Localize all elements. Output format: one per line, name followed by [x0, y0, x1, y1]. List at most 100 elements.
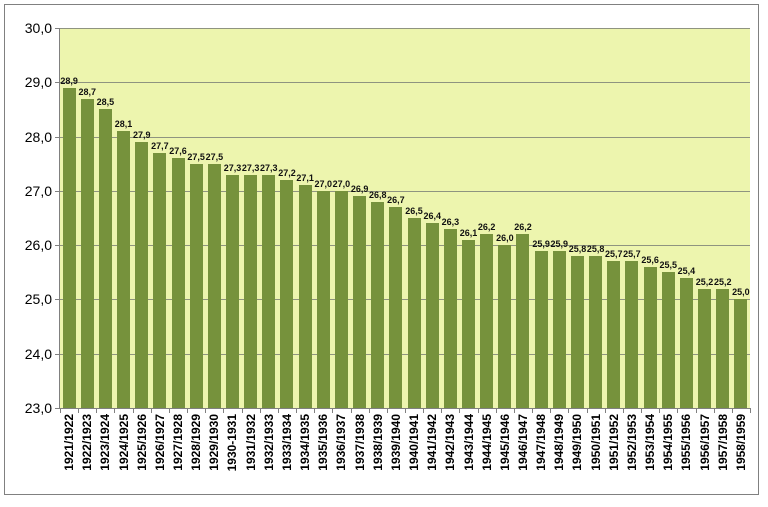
x-label-slot: 1956/1957 — [695, 414, 713, 494]
bar-slot: 26,1 — [459, 28, 477, 408]
bar-value-label: 28,9 — [60, 75, 78, 86]
x-axis-category-label: 1934/1935 — [298, 414, 313, 471]
gridline — [60, 82, 750, 84]
y-axis-tick — [55, 353, 59, 355]
bar-slot: 27,3 — [223, 28, 241, 408]
x-label-slot: 1946/1947 — [514, 414, 532, 494]
x-axis-tick — [713, 409, 715, 413]
bar-value-label: 27,2 — [278, 168, 296, 178]
x-axis-labels: 1921/1922 1922/1923 1923/1924 1924/1925 1925… — [60, 414, 750, 494]
x-axis-category-label: 1955/1956 — [679, 414, 694, 471]
bar — [298, 185, 312, 408]
x-label-slot: 1952/1953 — [623, 414, 641, 494]
bar — [371, 201, 385, 408]
bar — [153, 152, 167, 408]
x-axis-category-label: 1958/1959 — [733, 414, 748, 471]
bar-slot: 26,2 — [478, 28, 496, 408]
bar-slot: 27,7 — [151, 28, 169, 408]
bar-value-label: 25,8 — [568, 244, 587, 254]
x-label-slot: 1940/1941 — [405, 414, 423, 494]
x-axis-tick — [423, 409, 425, 413]
x-axis-category-label: 1927/1928 — [171, 414, 186, 471]
x-label-slot: 1951/1952 — [605, 414, 623, 494]
bar — [607, 261, 621, 408]
x-axis-tick — [241, 409, 243, 413]
x-axis-category-label: 1944/1945 — [479, 414, 494, 471]
bar — [62, 87, 76, 408]
bar — [462, 239, 476, 408]
x-label-slot: 1934/1935 — [296, 414, 314, 494]
x-axis-tick — [405, 409, 406, 413]
bar-value-label: 27,5 — [205, 151, 224, 162]
x-axis-tick — [641, 409, 643, 413]
bar — [716, 288, 730, 408]
y-axis-tick-label: 24,0 — [24, 345, 52, 362]
x-axis-tick — [259, 409, 261, 413]
bar-slot: 27,5 — [187, 28, 205, 408]
bar-slot: 28,1 — [114, 28, 132, 408]
y-axis-tick — [55, 82, 59, 84]
x-axis-category-label: 1957/1958 — [715, 414, 730, 471]
bar-value-label: 25,9 — [550, 238, 569, 249]
bar-value-label: 25,5 — [659, 260, 677, 271]
x-axis-category-label: 1925/1926 — [134, 414, 149, 471]
bar-slot: 28,9 — [60, 28, 78, 408]
bar — [498, 245, 512, 408]
x-axis-category-label: 1941/1942 — [425, 414, 440, 471]
x-axis-tick — [459, 409, 461, 413]
x-label-slot: 1930-1931 — [223, 414, 241, 494]
x-label-slot: 1957/1958 — [714, 414, 732, 494]
gridline — [60, 299, 750, 301]
bar-value-label: 27,3 — [223, 162, 242, 173]
bar — [389, 207, 403, 408]
bar-value-label: 25,7 — [605, 249, 623, 260]
x-axis-tick — [586, 409, 588, 413]
y-axis-tick-label: 27,0 — [24, 182, 52, 199]
y-axis-tick-label: 30,0 — [24, 20, 52, 36]
bar-value-label: 25,9 — [532, 238, 550, 249]
x-axis-tick — [332, 409, 334, 413]
bar-value-label: 25,2 — [713, 276, 732, 287]
x-axis-category-label: 1926/1927 — [152, 414, 167, 471]
y-axis-tick — [55, 299, 59, 301]
x-axis-category-label: 1949/1950 — [570, 414, 585, 471]
x-axis-tick — [532, 409, 534, 413]
x-label-slot: 1945/1946 — [496, 414, 514, 494]
x-axis-category-label: 1937/1938 — [352, 414, 367, 471]
x-axis-category-label: 1928/1929 — [189, 414, 204, 471]
x-axis-category-label: 1940/1941 — [407, 414, 422, 471]
x-axis-category-label: 1923/1924 — [98, 414, 113, 471]
bar — [316, 190, 330, 408]
x-label-slot: 1955/1956 — [677, 414, 695, 494]
x-axis-tick — [659, 409, 661, 413]
bar-value-label: 28,1 — [114, 119, 133, 130]
x-label-slot: 1922/1923 — [78, 414, 96, 494]
bar-slot: 25,9 — [532, 28, 550, 408]
x-axis-tick — [205, 409, 207, 413]
bar — [443, 228, 457, 408]
x-label-slot: 1923/1924 — [96, 414, 114, 494]
x-axis-category-label: 1932/1933 — [261, 414, 276, 471]
x-label-slot: 1921/1922 — [60, 414, 78, 494]
bar-slot: 27,2 — [278, 28, 296, 408]
bar-value-label: 26,2 — [514, 222, 532, 233]
y-axis-tick — [55, 190, 59, 192]
x-label-slot: 1937/1938 — [351, 414, 369, 494]
x-label-slot: 1941/1942 — [423, 414, 441, 494]
bar — [480, 234, 494, 408]
x-axis-tick — [223, 409, 225, 413]
gridline — [60, 136, 750, 138]
bar — [698, 288, 712, 408]
plot-area: 28,9 28,7 28,5 28,1 27,9 27,7 27,6 27,5 27,5 27,3… — [60, 28, 750, 408]
bar-slot: 25,5 — [659, 28, 677, 408]
bar-value-label: 25,0 — [732, 287, 750, 298]
x-axis-tick — [368, 409, 370, 413]
x-axis-category-label: 1922/1923 — [80, 414, 95, 471]
x-axis-category-label: 1929/1930 — [207, 414, 222, 471]
x-axis-tick — [441, 409, 443, 413]
bar-slot: 26,0 — [496, 28, 514, 408]
bar — [407, 218, 421, 408]
bar-slot: 25,6 — [641, 28, 659, 408]
y-axis-tick — [55, 28, 59, 29]
bar-slot: 28,7 — [78, 28, 96, 408]
